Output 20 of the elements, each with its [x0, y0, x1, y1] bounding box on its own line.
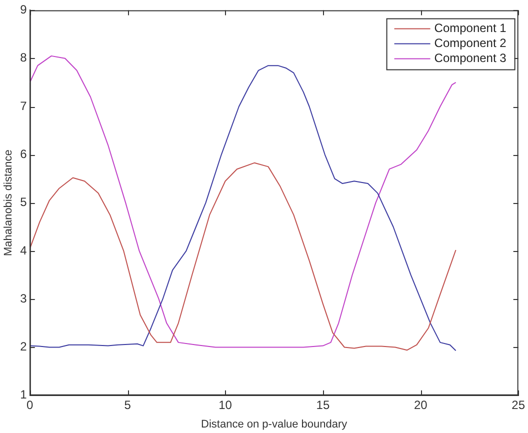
- x-tick-label: 5: [124, 398, 132, 412]
- y-tick-label: 7: [20, 98, 28, 113]
- y-tick-label: 4: [20, 243, 28, 258]
- y-tick-label: 9: [20, 2, 28, 17]
- x-tick-label: 0: [26, 398, 34, 412]
- legend-label: Component 2: [434, 36, 507, 50]
- y-tick-label: 1: [20, 388, 28, 402]
- y-tick-label: 3: [20, 291, 28, 306]
- x-tick-label: 20: [414, 398, 428, 412]
- x-tick-label: 15: [316, 398, 330, 412]
- legend-label: Component 3: [434, 51, 507, 66]
- y-tick-label: 8: [20, 50, 28, 65]
- x-axis-title: Distance on p-value boundary: [201, 418, 348, 430]
- y-tick-label: 6: [20, 146, 28, 161]
- y-tick-label: 2: [20, 340, 28, 354]
- x-tick-label: 25: [512, 398, 526, 412]
- x-tick-label: 10: [218, 398, 232, 412]
- legend-label: Component 1: [434, 21, 507, 36]
- y-axis-title: Mahalanobis distance: [2, 150, 15, 256]
- y-tick-label: 5: [20, 195, 28, 210]
